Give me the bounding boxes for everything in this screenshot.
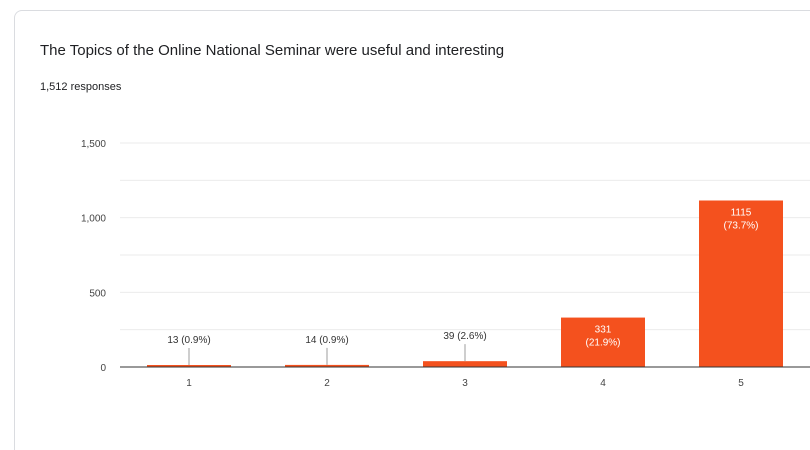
- chart-card: [14, 10, 810, 450]
- y-tick-label: 500: [89, 288, 106, 299]
- bar-1: [147, 365, 231, 367]
- bar-5: [699, 200, 783, 367]
- bar-3: [423, 361, 507, 367]
- data-label-1: 13 (0.9%): [167, 335, 210, 346]
- data-label-2: 14 (0.9%): [305, 335, 348, 346]
- data-label-5: 1115 (73.7%): [723, 207, 758, 231]
- x-tick-label: 4: [600, 378, 606, 389]
- responses-count: 1,512 responses: [40, 81, 122, 93]
- bar-2: [285, 364, 369, 367]
- data-label-3: 39 (2.6%): [443, 331, 486, 342]
- bar-4: [561, 317, 645, 367]
- y-tick-label: 1,000: [81, 214, 106, 225]
- chart-title: The Topics of the Online National Semina…: [40, 42, 505, 59]
- y-tick-label: 1,500: [81, 139, 106, 150]
- x-tick-label: 1: [186, 378, 192, 389]
- data-label-4: 331 (21.9%): [585, 325, 620, 349]
- x-tick-label: 5: [738, 378, 744, 389]
- y-tick-label: 0: [100, 363, 106, 374]
- x-tick-label: 2: [324, 378, 330, 389]
- x-tick-label: 3: [462, 378, 468, 389]
